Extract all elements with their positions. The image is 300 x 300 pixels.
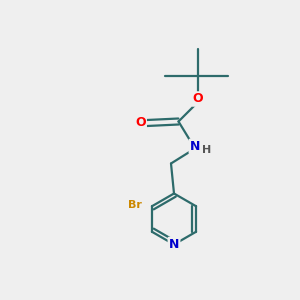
Text: O: O [135,116,146,130]
Text: Br: Br [128,200,142,210]
Text: H: H [202,145,211,155]
Text: N: N [190,140,200,153]
Text: N: N [169,238,179,251]
Text: O: O [193,92,203,106]
